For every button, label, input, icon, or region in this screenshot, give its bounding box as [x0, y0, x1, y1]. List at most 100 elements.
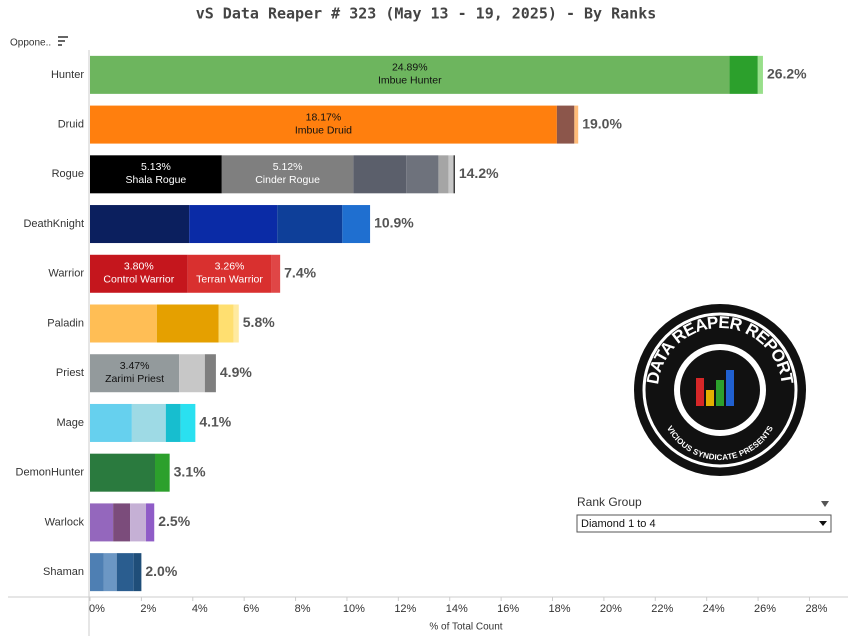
segment-name-label: Zarimi Priest: [105, 373, 164, 385]
bar-segment: [453, 155, 455, 194]
x-tick-label: 12%: [394, 603, 416, 615]
bar-segment: [90, 155, 222, 194]
category-label: Paladin: [47, 317, 84, 329]
bar-segment: [271, 254, 281, 293]
bar-segment: [277, 205, 343, 244]
x-tick-label: 4%: [192, 603, 208, 615]
category-label: Hunter: [51, 69, 84, 81]
total-label: 2.0%: [145, 563, 177, 579]
bar-segment: [204, 354, 216, 393]
x-tick-label: 10%: [343, 603, 365, 615]
category-label: Mage: [56, 417, 84, 429]
total-label: 3.1%: [174, 463, 206, 479]
bar-segment: [221, 155, 354, 194]
segment-name-label: Imbue Hunter: [378, 75, 442, 87]
bar-segment: [187, 254, 272, 293]
bar-segment: [90, 304, 157, 343]
segment-name-label: Shala Rogue: [126, 174, 187, 186]
x-axis-title: % of Total Count: [429, 622, 502, 633]
category-label: Warrior: [48, 268, 84, 280]
total-label: 14.2%: [459, 165, 499, 181]
bar-segment: [180, 403, 196, 442]
dropdown-arrow: [819, 521, 827, 526]
category-label: Shaman: [43, 566, 84, 578]
bar-segment: [130, 503, 147, 542]
category-label: DeathKnight: [23, 218, 84, 230]
x-tick-label: 26%: [754, 603, 776, 615]
bar-segment: [448, 155, 454, 194]
total-label: 2.5%: [158, 513, 190, 529]
x-tick-label: 28%: [805, 603, 827, 615]
filter-value: Diamond 1 to 4: [581, 518, 656, 530]
category-label: DemonHunter: [16, 467, 85, 479]
total-label: 7.4%: [284, 264, 316, 280]
category-label: Druid: [58, 118, 84, 130]
bar-segment: [90, 453, 156, 492]
x-tick-label: 20%: [600, 603, 622, 615]
bar-segment: [90, 503, 114, 542]
filter-menu[interactable]: [821, 501, 829, 507]
segment-name-label: Terran Warrior: [196, 274, 263, 286]
x-tick-label: 6%: [243, 603, 259, 615]
bar-segment: [155, 453, 170, 492]
segment-value-label: 24.89%: [392, 62, 428, 74]
x-tick-label: 8%: [295, 603, 311, 615]
total-label: 5.8%: [243, 314, 275, 330]
x-tick-label: 14%: [446, 603, 468, 615]
segment-value-label: 3.47%: [120, 360, 150, 372]
bar-segment: [90, 105, 557, 144]
x-tick-label: 0%: [89, 603, 105, 615]
bar-segment: [103, 553, 117, 592]
bar-segment: [438, 155, 449, 194]
bar-segment: [90, 254, 188, 293]
bar-segment: [574, 105, 579, 144]
segment-value-label: 3.80%: [124, 261, 154, 273]
x-tick-label: 2%: [140, 603, 156, 615]
bar-segment: [90, 205, 190, 244]
segment-value-label: 3.26%: [215, 261, 245, 273]
bar-segment: [90, 403, 132, 442]
x-tick-label: 18%: [548, 603, 570, 615]
total-label: 26.2%: [767, 66, 807, 82]
bar-segment: [165, 403, 181, 442]
filter-dropdown[interactable]: [576, 514, 832, 533]
bar-segment: [406, 155, 439, 194]
bar-segment: [146, 503, 155, 542]
segment-name-label: Cinder Rogue: [255, 174, 320, 186]
x-tick-label: 22%: [651, 603, 673, 615]
x-tick-label: 24%: [703, 603, 725, 615]
segment-name-label: Control Warrior: [103, 274, 174, 286]
x-tick-label: 16%: [497, 603, 519, 615]
bar-segment: [233, 304, 239, 343]
bar-segment: [90, 553, 104, 592]
bar-segment: [90, 354, 180, 393]
category-label: Warlock: [45, 516, 85, 528]
segment-value-label: 18.17%: [306, 111, 342, 123]
total-label: 19.0%: [582, 115, 622, 131]
bar-segment: [116, 553, 134, 592]
bar-segment: [133, 553, 142, 592]
segment-value-label: 5.13%: [141, 161, 171, 173]
segment-name-label: Imbue Druid: [295, 124, 352, 136]
sort-icon[interactable]: [58, 36, 68, 46]
bar-segment: [179, 354, 205, 393]
bar-segment: [353, 155, 407, 194]
category-label: Priest: [56, 367, 84, 379]
bar-segment: [556, 105, 575, 144]
row-header: Oppone..: [10, 38, 51, 49]
category-label: Rogue: [52, 168, 84, 180]
total-label: 4.9%: [220, 364, 252, 380]
bar-segment: [218, 304, 234, 343]
bar-segment: [156, 304, 219, 343]
bar-segment: [113, 503, 131, 542]
bar-segment: [729, 55, 758, 94]
bar-segment: [189, 205, 278, 244]
filter-title: Rank Group: [577, 495, 642, 509]
bar-segment: [90, 55, 730, 94]
bar-segment: [131, 403, 166, 442]
total-label: 4.1%: [199, 414, 231, 430]
bar-segment: [342, 205, 371, 244]
total-label: 10.9%: [374, 215, 414, 231]
logo: DATA REAPER REPORT VICIOUS SYNDICATE PRE…: [634, 304, 806, 476]
